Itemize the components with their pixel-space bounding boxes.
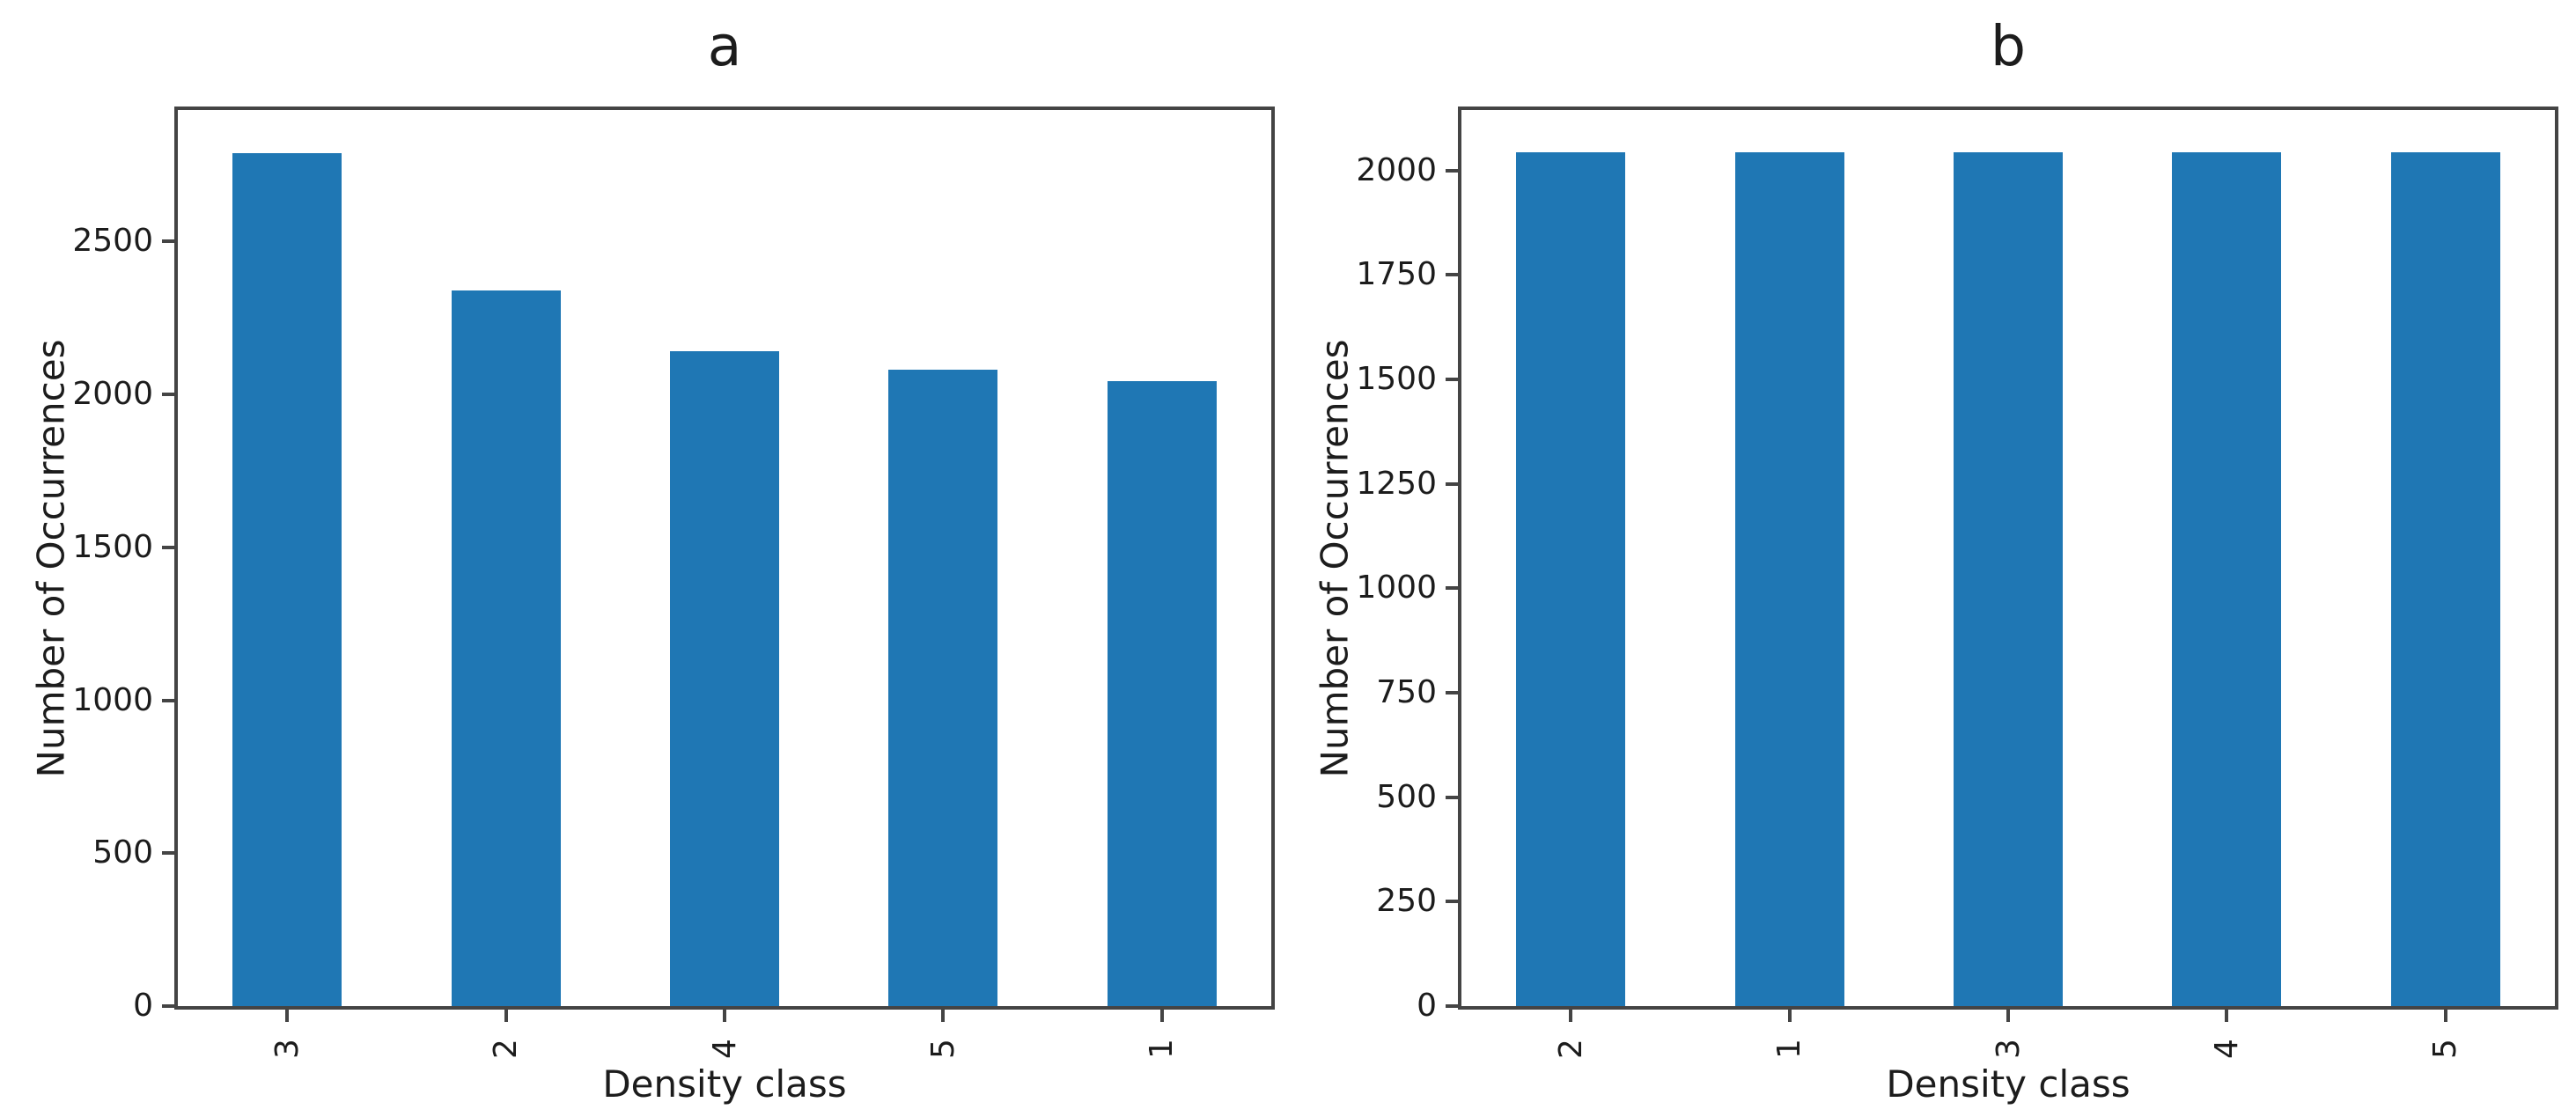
chart-a-x-tick-label-1: 1 (1144, 1038, 1181, 1059)
chart-b-plot-area (1458, 107, 2558, 1010)
chart-b-y-tick-mark-2000 (1446, 168, 1458, 173)
chart-a-y-tick-mark-0 (162, 1004, 174, 1008)
chart-a-title: a (707, 14, 742, 78)
chart-a-x-tick-label-3: 3 (269, 1038, 305, 1059)
chart-b-y-tick-label-1250: 1250 (1356, 465, 1437, 502)
chart-b-y-tick-mark-1250 (1446, 481, 1458, 486)
chart-b-bar-category-5 (2390, 152, 2500, 1006)
chart-a-plot-area (174, 107, 1275, 1010)
chart-a-x-tick-label-5: 5 (924, 1038, 961, 1059)
chart-b-y-tick-label-250: 250 (1376, 883, 1437, 920)
chart-b-bar-category-2 (1516, 152, 1626, 1006)
chart-b-y-tick-mark-1750 (1446, 273, 1458, 277)
chart-b-y-tick-mark-250 (1446, 900, 1458, 904)
chart-a-y-tick-mark-500 (162, 851, 174, 856)
chart-b-y-axis-label-wrap: Number of Occurrences (1314, 110, 1357, 1006)
chart-a-x-tick-mark-3 (285, 1010, 290, 1022)
chart-a-y-tick-mark-2500 (162, 239, 174, 244)
chart-b-x-tick-label-4: 4 (2208, 1038, 2245, 1059)
chart-a-bar-category-4 (669, 351, 780, 1006)
chart-b-x-tick-label-2: 2 (1552, 1038, 1589, 1059)
chart-b-bar-category-3 (1953, 152, 2064, 1006)
chart-b-x-tick-mark-1 (1787, 1010, 1792, 1022)
chart-a-y-tick-mark-1000 (162, 698, 174, 702)
chart-a-bar-category-2 (451, 290, 561, 1006)
chart-b-x-tick-mark-2 (1569, 1010, 1573, 1022)
chart-b-x-tick-mark-4 (2225, 1010, 2229, 1022)
chart-b-title: b (1991, 14, 2026, 78)
chart-a-y-tick-label-2000: 2000 (72, 376, 153, 413)
chart-a-bars (178, 110, 1271, 1006)
chart-b-y-tick-label-750: 750 (1376, 674, 1437, 711)
chart-b-y-tick-label-1750: 1750 (1356, 256, 1437, 293)
chart-a-y-tick-label-2500: 2500 (72, 223, 153, 260)
chart-a-x-axis-label: Density class (602, 1062, 847, 1106)
chart-b-y-tick-label-2000: 2000 (1356, 151, 1437, 188)
chart-b-y-tick-mark-500 (1446, 795, 1458, 799)
chart-b-x-tick-mark-3 (2006, 1010, 2010, 1022)
chart-a-x-tick-mark-5 (941, 1010, 946, 1022)
chart-a-y-tick-label-1500: 1500 (72, 528, 153, 565)
chart-a-x-tick-mark-2 (504, 1010, 508, 1022)
chart-b-y-tick-label-500: 500 (1376, 778, 1437, 815)
chart-b-y-tick-label-1500: 1500 (1356, 361, 1437, 398)
chart-a-bar-category-1 (1107, 381, 1217, 1006)
chart-b-y-tick-label-1000: 1000 (1356, 570, 1437, 606)
chart-a-x-tick-mark-4 (723, 1010, 726, 1022)
chart-a-x-tick-mark-1 (1159, 1010, 1164, 1022)
chart-b-y-tick-mark-1000 (1446, 586, 1458, 591)
chart-b-bars (1461, 110, 2555, 1006)
chart-a-bar-category-3 (232, 152, 342, 1006)
chart-b-x-axis-label: Density class (1886, 1062, 2131, 1106)
chart-a-y-tick-mark-2000 (162, 393, 174, 397)
chart-b-bar-category-4 (2172, 152, 2282, 1006)
chart-b: b Number of Occurrences Density class 0 2… (1288, 0, 2576, 1117)
chart-a-bar-category-5 (888, 370, 998, 1006)
chart-a-y-tick-mark-1500 (162, 545, 174, 549)
chart-a-x-tick-label-4: 4 (706, 1038, 743, 1059)
chart-b-x-tick-label-1: 1 (1771, 1038, 1808, 1059)
chart-a-x-tick-label-2: 2 (488, 1038, 525, 1059)
chart-b-x-tick-mark-5 (2443, 1010, 2447, 1022)
chart-a-y-tick-label-0: 0 (133, 988, 153, 1024)
chart-b-y-tick-mark-1500 (1446, 378, 1458, 382)
chart-b-bar-category-1 (1734, 152, 1844, 1006)
chart-a-y-tick-label-1000: 1000 (72, 681, 153, 718)
chart-b-y-tick-label-0: 0 (1417, 988, 1437, 1024)
chart-b-y-tick-mark-750 (1446, 691, 1458, 695)
chart-b-x-tick-label-3: 3 (1990, 1038, 2027, 1059)
chart-b-x-tick-label-5: 5 (2427, 1038, 2464, 1059)
chart-b-y-tick-mark-0 (1446, 1004, 1458, 1008)
chart-a-y-tick-label-500: 500 (92, 834, 153, 871)
